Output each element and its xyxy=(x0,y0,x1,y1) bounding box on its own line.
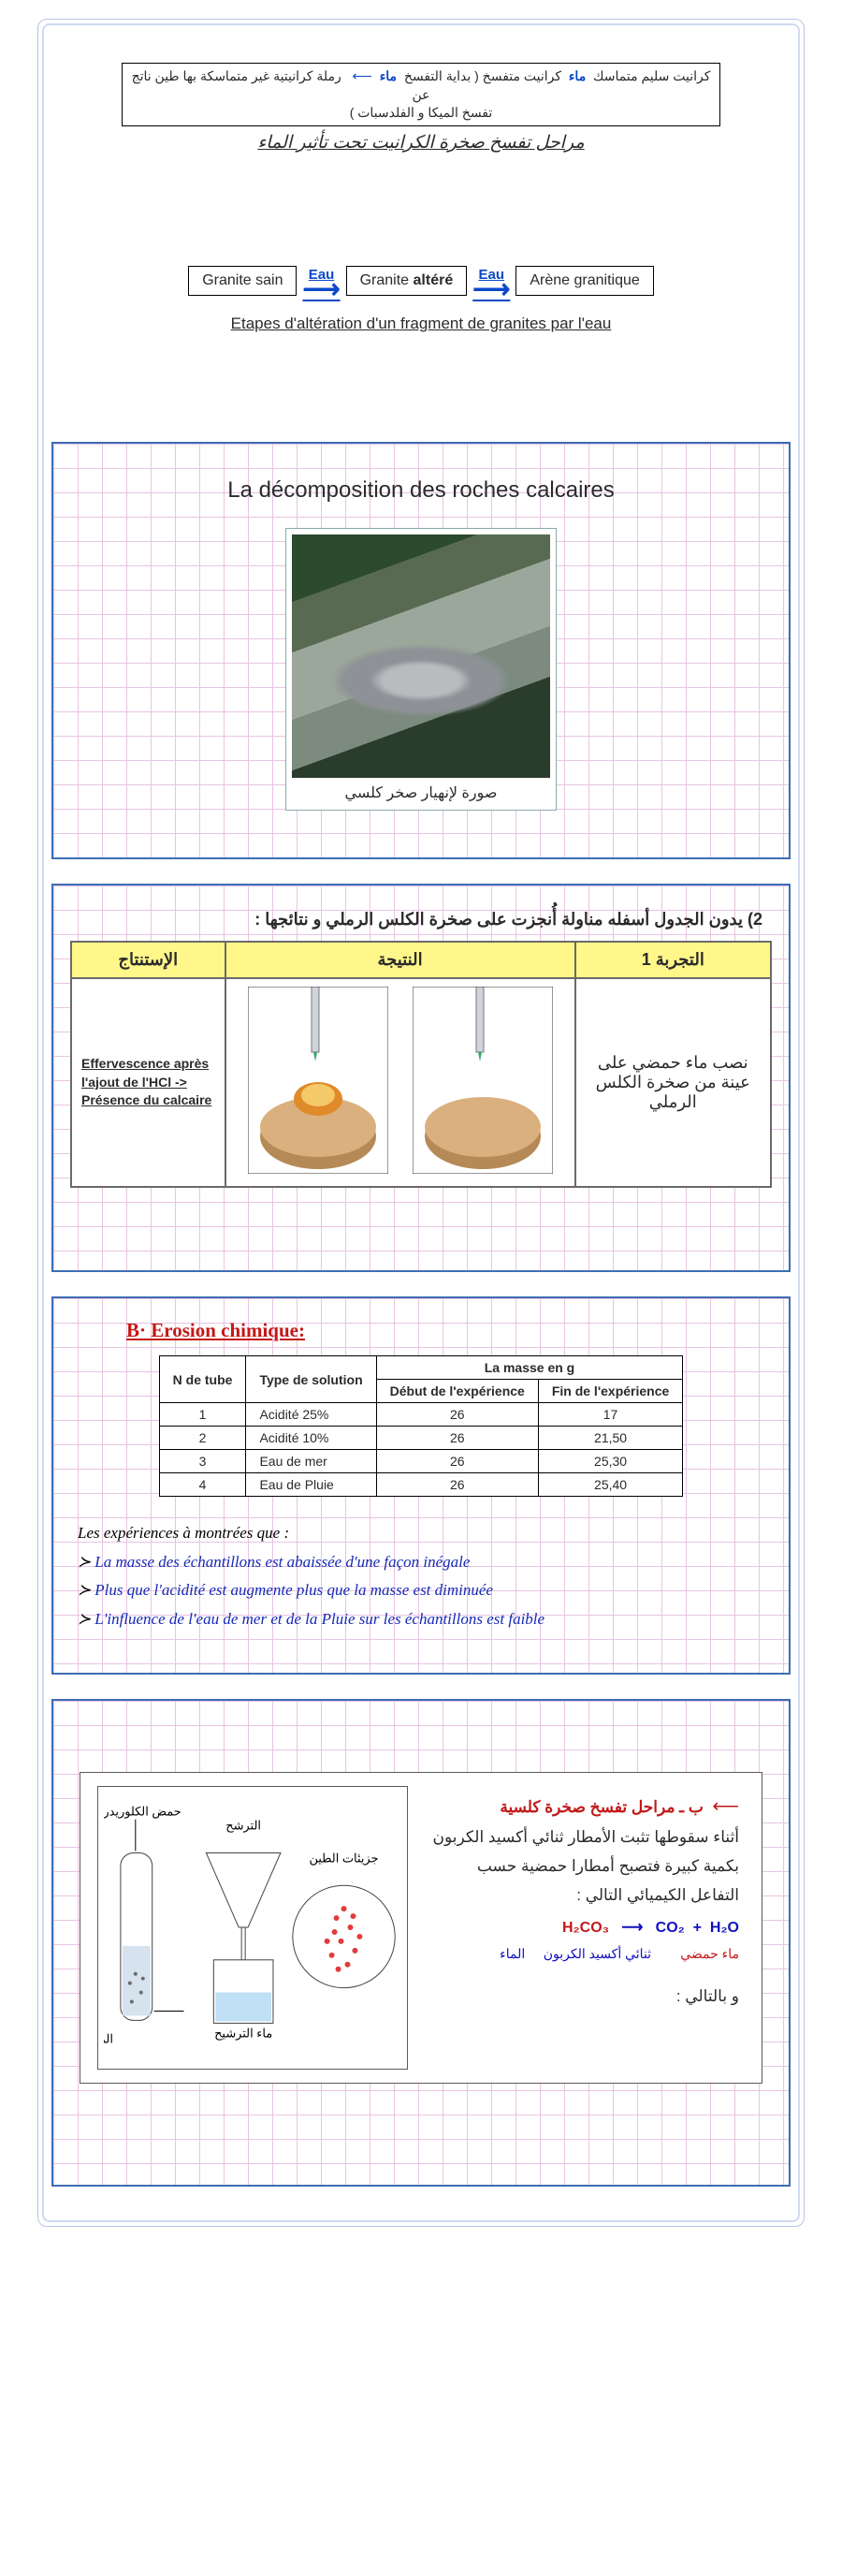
chemical-equation: H₂CO₃ ⟶ CO₂ + H₂O xyxy=(432,1915,739,1942)
arene-box: Arène granitique xyxy=(515,266,653,296)
cell-result-images xyxy=(225,978,575,1187)
obs-1: ≻La masse des échantillons est abaissée … xyxy=(78,1548,764,1577)
label-filter: الترشح xyxy=(225,1819,261,1834)
obs-3: ≻L'influence de l'eau de mer et de la Pl… xyxy=(78,1605,764,1634)
col-experiment: التجربة 1 xyxy=(575,942,771,978)
th-mass: La masse en g xyxy=(376,1356,683,1380)
granite-french-caption: Etapes d'altération d'un fragment de gra… xyxy=(70,315,772,333)
eau-arrow-2: Eau ⟶ xyxy=(472,267,510,296)
label-acid: حمض الكلوريدريك xyxy=(104,1805,181,1820)
label-mix: الماء + مسحوق صخرة التسجين xyxy=(104,2032,113,2047)
section-experiment-table: 2) يدون الجدول أسفله مناولة أُنجزت على ص… xyxy=(51,884,791,1272)
granite-arabic-caption: مراحل تفسخ صخرة الكرانيت تحت تأثير الماء xyxy=(70,132,772,154)
experiment-lead: 2) يدون الجدول أسفله مناولة أُنجزت على ص… xyxy=(70,902,772,941)
table-row: 1Acidité 25%2617 xyxy=(159,1403,683,1427)
calcaire-title: La décomposition des roches calcaires xyxy=(70,477,772,504)
obs-2: ≻Plus que l'acidité est augmente plus qu… xyxy=(78,1576,764,1605)
section-granite-alteration: كرانيت سليم متماسك ماء كرانيت متفسخ ( بد… xyxy=(51,35,791,417)
granite-french-flow: Granite sain Eau ⟶ Granite altéré Eau ⟶ … xyxy=(70,266,772,296)
reaction-text: ⟵ ب ـ مراحل تفسخ صخرة كلسية أثناء سقوطها… xyxy=(427,1786,745,2070)
cell-conclusion: Effervescence après l'ajout de l'HCl -> … xyxy=(71,978,225,1187)
rock-sample-right xyxy=(413,987,553,1178)
erosion-table: N de tube Type de solution La masse en g… xyxy=(159,1355,684,1497)
section-calcaire-photo: La décomposition des roches calcaires صو… xyxy=(51,442,791,859)
granite-altere-box: Granite altéré xyxy=(346,266,468,296)
table-row: 2Acidité 10%2621,50 xyxy=(159,1427,683,1450)
th-type: Type de solution xyxy=(246,1356,376,1403)
equation-sublabels: ماء حمضي ثنائي أكسيد الكربون الماء xyxy=(432,1942,739,1966)
rockfall-photo xyxy=(292,534,550,778)
filtration-diagram: الماء + مسحوق صخرة التسجين الترشح ماء ال… xyxy=(97,1786,408,2070)
reaction-heading: ب ـ مراحل تفسخ صخرة كلسية xyxy=(500,1793,704,1822)
col-conclusion: الإستنتاج xyxy=(71,942,225,978)
table-row: 3Eau de mer2625,30 xyxy=(159,1450,683,1473)
section-erosion-chimique: B· Erosion chimique: N de tube Type de s… xyxy=(51,1296,791,1675)
label-clay: جزيئات الطين xyxy=(309,1852,378,1866)
label-filtrate: ماء الترشيح xyxy=(214,2027,272,2042)
observations: Les expériences à montrées que : ≻La mas… xyxy=(70,1519,772,1633)
granite-sain-box: Granite sain xyxy=(188,266,297,296)
cell-description: نصب ماء حمضي على عينة من صخرة الكلس الرم… xyxy=(575,978,771,1187)
th-tube: N de tube xyxy=(159,1356,246,1403)
th-debut: Début de l'expérience xyxy=(376,1380,538,1403)
rock-sample-left xyxy=(248,987,388,1178)
granite-arabic-flow: كرانيت سليم متماسك ماء كرانيت متفسخ ( بد… xyxy=(122,63,720,126)
section-calcaire-reaction: الماء + مسحوق صخرة التسجين الترشح ماء ال… xyxy=(51,1699,791,2187)
table-row: 4Eau de Pluie2625,40 xyxy=(159,1473,683,1497)
photo-frame: صورة لإنهيار صخر كلسي xyxy=(285,528,557,811)
eau-arrow-1: Eau ⟶ xyxy=(302,267,340,296)
reaction-closer: و بالتالي : xyxy=(432,1983,739,2012)
photo-caption: صورة لإنهيار صخر كلسي xyxy=(292,778,550,804)
obs-lead: Les expériences à montrées que : xyxy=(78,1519,764,1548)
experiment-table: الإستنتاج النتيجة التجربة 1 Effervescenc… xyxy=(70,941,772,1188)
th-fin: Fin de l'expérience xyxy=(538,1380,683,1403)
col-result: النتيجة xyxy=(225,942,575,978)
reaction-paragraph: أثناء سقوطها تثبت الأمطار ثنائي أكسيد ال… xyxy=(432,1823,739,1910)
erosion-heading: B· Erosion chimique: xyxy=(126,1319,772,1342)
